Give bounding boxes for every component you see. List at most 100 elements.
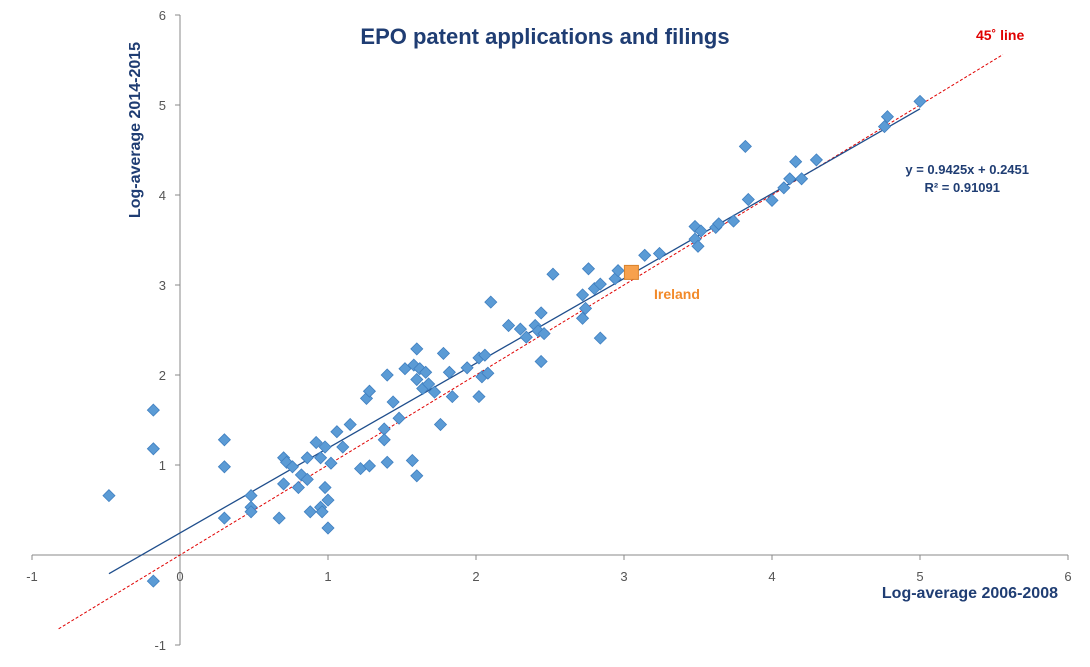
data-point <box>581 262 596 276</box>
data-point <box>777 181 791 195</box>
data-point <box>277 477 291 491</box>
data-point <box>410 342 424 356</box>
data-point <box>291 480 305 495</box>
data-point <box>593 331 607 345</box>
y-tick-label: 2 <box>159 368 166 383</box>
x-tick-label: 0 <box>176 569 183 584</box>
data-point <box>146 442 160 456</box>
x-axis-label: Log-average 2006-2008 <box>882 585 1058 602</box>
data-point <box>324 456 338 470</box>
data-point <box>217 511 231 525</box>
data-point <box>422 377 436 391</box>
ireland-point <box>623 264 639 280</box>
data-point <box>303 505 317 519</box>
data-point <box>442 365 456 379</box>
data-point <box>314 451 328 465</box>
data-point <box>534 306 548 320</box>
ireland-label: Ireland <box>654 286 700 302</box>
x-tick-label: 5 <box>916 569 923 584</box>
data-point <box>380 368 394 382</box>
data-point <box>362 459 377 473</box>
axes: -1 0 1 2 3 4 5 6 -1 1 2 3 4 5 6 <box>26 8 1071 653</box>
data-point <box>712 217 726 231</box>
data-point <box>738 139 752 153</box>
data-point <box>300 451 314 465</box>
x-axis-ticks: -1 0 1 2 3 4 5 6 <box>26 555 1072 584</box>
data-point <box>546 267 560 281</box>
x-tick-label: -1 <box>26 569 38 584</box>
data-point <box>405 453 419 468</box>
data-point <box>343 417 357 432</box>
data-point <box>694 224 708 238</box>
data-point <box>318 440 332 454</box>
data-point <box>217 433 231 447</box>
data-point <box>741 192 755 207</box>
data-point <box>217 460 231 474</box>
data-point <box>877 120 892 134</box>
data-point <box>427 385 442 399</box>
y-tick-label: 1 <box>159 458 166 473</box>
data-point <box>652 246 667 261</box>
data-point <box>575 288 590 302</box>
data-point <box>433 417 448 432</box>
data-point <box>336 440 350 454</box>
x-tick-label: 6 <box>1064 569 1071 584</box>
data-point <box>783 172 797 186</box>
trendline-equation: y = 0.9425x + 0.2451 <box>905 162 1029 177</box>
data-point <box>513 322 527 336</box>
line-45-label: 45˚ line <box>976 27 1024 43</box>
data-point <box>146 403 160 417</box>
data-point <box>377 433 391 447</box>
data-point <box>330 425 344 439</box>
data-point <box>272 511 286 525</box>
data-point <box>460 361 474 375</box>
data-point <box>386 395 400 409</box>
data-point <box>285 460 300 474</box>
y-tick-label: 6 <box>159 8 166 23</box>
data-point <box>578 301 593 315</box>
chart-lines <box>58 54 1004 630</box>
y-axis-label: Log-average 2014-2015 <box>127 42 144 218</box>
data-point <box>809 153 823 167</box>
data-point <box>392 411 406 425</box>
data-point <box>537 327 551 341</box>
data-point <box>102 489 116 503</box>
reference-45-degree-line <box>58 54 1004 630</box>
x-tick-label: 3 <box>620 569 627 584</box>
data-point <box>315 505 329 519</box>
data-point <box>880 110 895 124</box>
data-point <box>726 214 741 228</box>
data-point <box>146 574 160 588</box>
y-tick-label: 4 <box>159 188 166 203</box>
data-point <box>795 172 809 186</box>
data-point <box>321 521 335 535</box>
x-tick-label: 2 <box>472 569 479 584</box>
data-point <box>380 455 394 469</box>
x-tick-label: 1 <box>324 569 331 584</box>
data-points <box>102 94 927 588</box>
data-point <box>481 366 495 380</box>
data-point <box>611 264 625 278</box>
y-tick-label: -1 <box>154 638 166 653</box>
r-squared-value: R² = 0.91091 <box>924 180 1000 195</box>
data-point <box>691 239 705 253</box>
data-point <box>318 480 332 495</box>
data-point <box>501 318 516 333</box>
data-point <box>436 346 451 360</box>
x-tick-label: 4 <box>768 569 775 584</box>
chart-title: EPO patent applications and filings <box>360 24 729 49</box>
data-point <box>321 493 335 507</box>
data-point <box>410 372 424 387</box>
data-point <box>244 505 258 519</box>
y-tick-label: 3 <box>159 278 166 293</box>
data-point <box>789 155 803 169</box>
data-point <box>638 248 652 262</box>
data-point <box>472 390 486 404</box>
y-tick-label: 5 <box>159 98 166 113</box>
data-point <box>913 94 927 108</box>
y-axis-ticks: -1 1 2 3 4 5 6 <box>154 8 180 653</box>
data-point <box>309 435 323 450</box>
data-point <box>765 193 779 207</box>
data-point <box>362 384 377 398</box>
